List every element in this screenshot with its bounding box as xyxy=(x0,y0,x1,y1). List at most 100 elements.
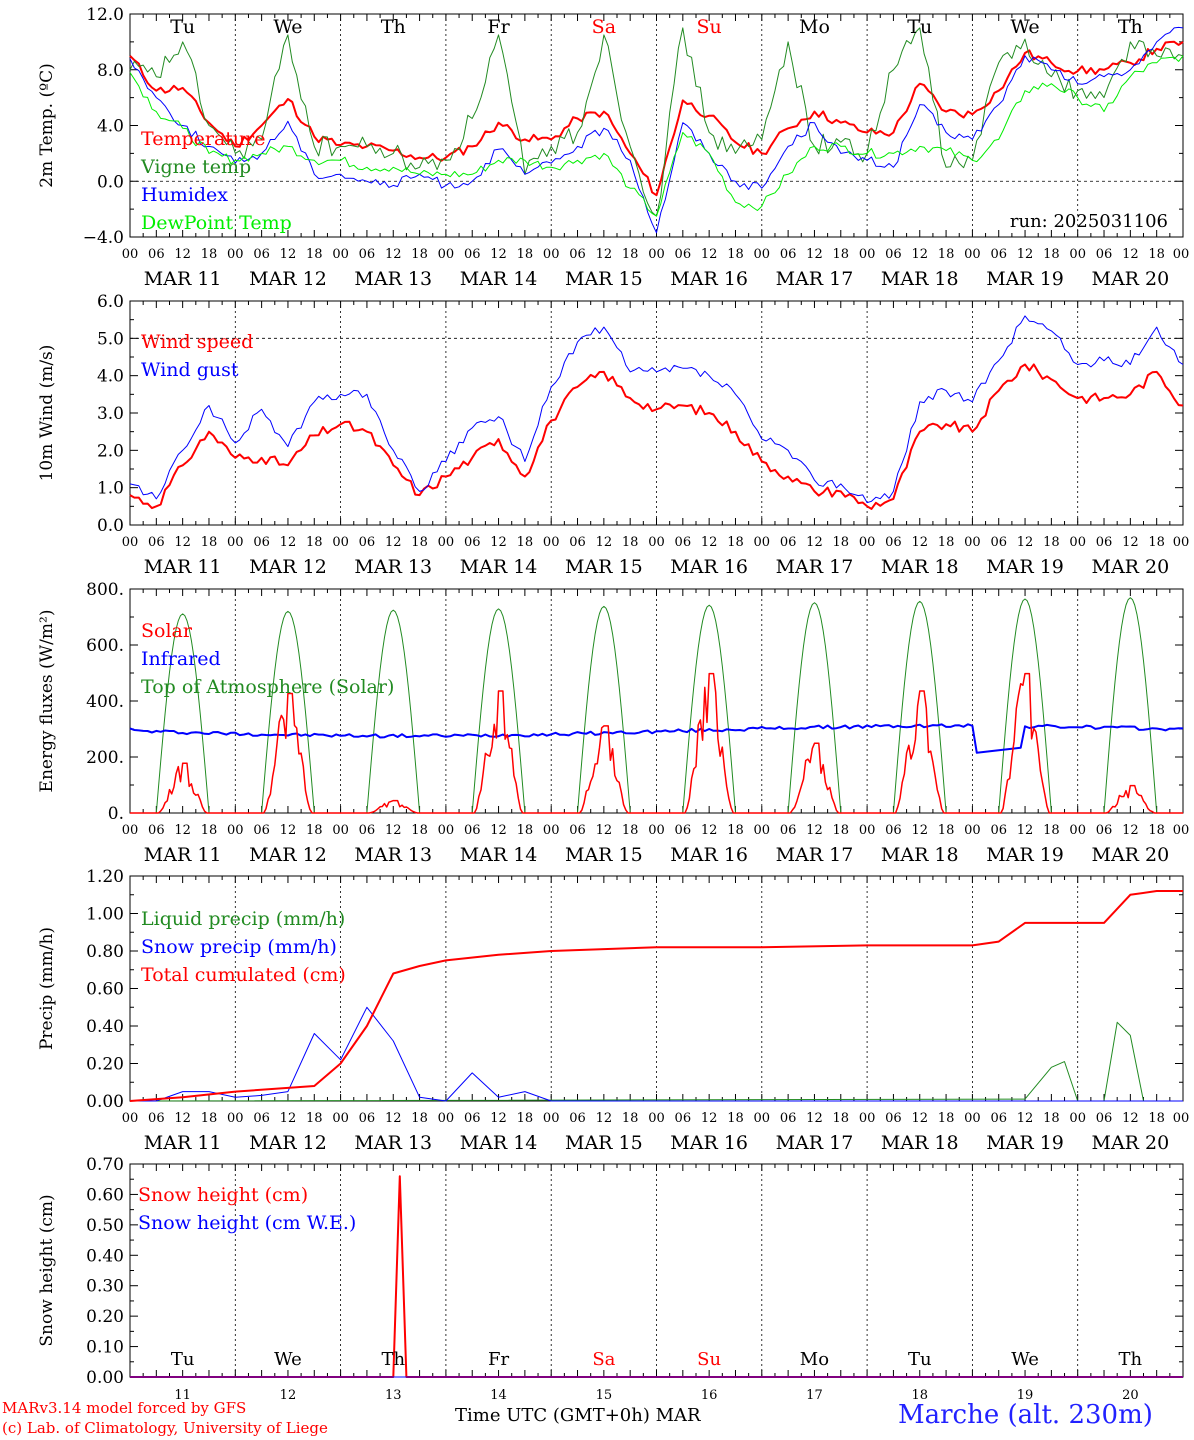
panel2-hour-label: 06 xyxy=(148,535,165,550)
panel4-hour-label: 12 xyxy=(701,1111,718,1126)
panel2-hour-label: 18 xyxy=(411,535,428,550)
panel3-infrared-line xyxy=(129,723,1184,754)
panel3-hour-label: 12 xyxy=(280,823,297,838)
panel1-hour-label: 00 xyxy=(122,247,139,262)
panel1-hour-label: 18 xyxy=(1043,247,1060,262)
panel2-hour-label: 18 xyxy=(938,535,955,550)
panel3-hour-label: 00 xyxy=(754,823,771,838)
panel1-hour-label: 06 xyxy=(253,247,270,262)
panel5-day-number: 20 xyxy=(1122,1388,1139,1403)
panel1-hour-label: 12 xyxy=(385,247,402,262)
panel2-hour-label: 00 xyxy=(438,535,455,550)
panel3-hour-label: 06 xyxy=(1096,823,1113,838)
panel2-hour-label: 06 xyxy=(1096,535,1113,550)
panel5-weekday-label: Th xyxy=(1119,1349,1143,1370)
panel3-hour-label: 12 xyxy=(596,823,613,838)
panel1-weekday-label: We xyxy=(273,16,302,38)
panel4-y-tick-label: 1.20 xyxy=(86,867,124,887)
panel2-hour-label: 00 xyxy=(543,535,560,550)
panel4-hour-label: 18 xyxy=(306,1111,323,1126)
panel4-hour-label: 00 xyxy=(227,1111,244,1126)
panel2-hour-label: 12 xyxy=(385,535,402,550)
panel2-hour-label: 06 xyxy=(464,535,481,550)
panel5-weekday-label: Su xyxy=(697,1349,721,1370)
panel2-hour-label: 12 xyxy=(1017,535,1034,550)
panel2-hour-label: 12 xyxy=(911,535,928,550)
panel3-y-tick-label: 0. xyxy=(108,804,124,824)
panel4-date-label: MAR 15 xyxy=(565,1132,643,1154)
panel4-hour-label: 00 xyxy=(1069,1111,1086,1126)
panel2-hour-label: 00 xyxy=(648,535,665,550)
panel1-y-tick-label: 4.0 xyxy=(97,117,124,137)
panel5-weekday-label: Th xyxy=(381,1349,405,1370)
panel1-date-label: MAR 17 xyxy=(776,268,854,290)
panel1-hour-label: 06 xyxy=(675,247,692,262)
panel3-legend-entry: Solar xyxy=(141,620,193,642)
panel4-date-label: MAR 16 xyxy=(670,1132,748,1154)
panel2-hour-label: 18 xyxy=(517,535,534,550)
panel3-hour-label: 12 xyxy=(490,823,507,838)
panel1-hour-label: 00 xyxy=(648,247,665,262)
panel2-hour-label: 00 xyxy=(1069,535,1086,550)
panel2-hour-label: 06 xyxy=(885,535,902,550)
panel1-hour-label: 12 xyxy=(806,247,823,262)
panel4-hour-label: 06 xyxy=(464,1111,481,1126)
panel2-date-label: MAR 15 xyxy=(565,556,643,578)
panel2-date-label: MAR 14 xyxy=(460,556,538,578)
panel2-hour-label: 18 xyxy=(833,535,850,550)
panel4-hour-label: 06 xyxy=(359,1111,376,1126)
panel4-hour-label: 18 xyxy=(1043,1111,1060,1126)
panel3-legend-entry: Infrared xyxy=(141,648,221,670)
panel5-weekday-label: Mo xyxy=(800,1349,829,1370)
panel2-hour-label: 18 xyxy=(1148,535,1165,550)
panel2-date-label: MAR 19 xyxy=(986,556,1064,578)
panel4-hour-label: 18 xyxy=(1148,1111,1165,1126)
lab-credit: (c) Lab. of Climatology, University of L… xyxy=(2,1419,328,1437)
panel3-hour-label: 06 xyxy=(885,823,902,838)
panel1-hour-label: 12 xyxy=(1017,247,1034,262)
panel4-hour-label: 00 xyxy=(964,1111,981,1126)
panel2-hour-label: 00 xyxy=(859,535,876,550)
panel3-hour-label: 06 xyxy=(675,823,692,838)
panel3-hour-label: 06 xyxy=(990,823,1007,838)
panel3-hour-label: 06 xyxy=(148,823,165,838)
panel1-hour-label: 18 xyxy=(517,247,534,262)
panel1-date-label: MAR 15 xyxy=(565,268,643,290)
panel4-hour-label: 06 xyxy=(148,1111,165,1126)
panel1-hour-label: 18 xyxy=(306,247,323,262)
panel3-date-label: MAR 20 xyxy=(1091,844,1169,866)
panel1-hour-label: 12 xyxy=(280,247,297,262)
panel4-legend-entry: Total cumulated (cm) xyxy=(141,964,346,986)
panel4-date-label: MAR 11 xyxy=(144,1132,222,1154)
panel1-hour-label: 18 xyxy=(938,247,955,262)
panel2-hour-label: 12 xyxy=(280,535,297,550)
panel1-run-annotation: run: 2025031106 xyxy=(1010,211,1168,232)
panel4-y-axis-title: Precip (mm/h) xyxy=(37,927,57,1050)
panel3-hour-label: 12 xyxy=(911,823,928,838)
panel1-weekday-label: Sa xyxy=(592,16,616,38)
panel1-hour-label: 00 xyxy=(964,247,981,262)
panel5-y-tick-label: 0.50 xyxy=(86,1216,124,1236)
panel1-hour-label: 12 xyxy=(911,247,928,262)
panel5-day-number: 18 xyxy=(911,1388,928,1403)
panel4-y-tick-label: 0.60 xyxy=(86,980,124,1000)
panel1-hour-label: 18 xyxy=(1148,247,1165,262)
panel2-hour-label: 12 xyxy=(806,535,823,550)
panel4-hour-label: 12 xyxy=(806,1111,823,1126)
panel3-hour-label: 00 xyxy=(122,823,139,838)
panel1-date-label: MAR 20 xyxy=(1091,268,1169,290)
panel4-legend-entry: Liquid precip (mm/h) xyxy=(141,908,345,930)
panel3-hour-label: 12 xyxy=(385,823,402,838)
panel1-hour-label: 18 xyxy=(727,247,744,262)
panel1-hour-label: 06 xyxy=(359,247,376,262)
panel1-hour-label: 18 xyxy=(201,247,218,262)
panel2-y-tick-label: 6.0 xyxy=(97,292,124,312)
panel5-day-number: 11 xyxy=(174,1388,191,1403)
panel2-hour-label: 06 xyxy=(253,535,270,550)
panel5-weekday-label: Tu xyxy=(908,1349,932,1370)
panel3-hour-label: 00 xyxy=(859,823,876,838)
panel3-hour-label: 18 xyxy=(411,823,428,838)
panel2-legend-entry: Wind gust xyxy=(141,359,239,381)
panel2-hour-label: 06 xyxy=(569,535,586,550)
